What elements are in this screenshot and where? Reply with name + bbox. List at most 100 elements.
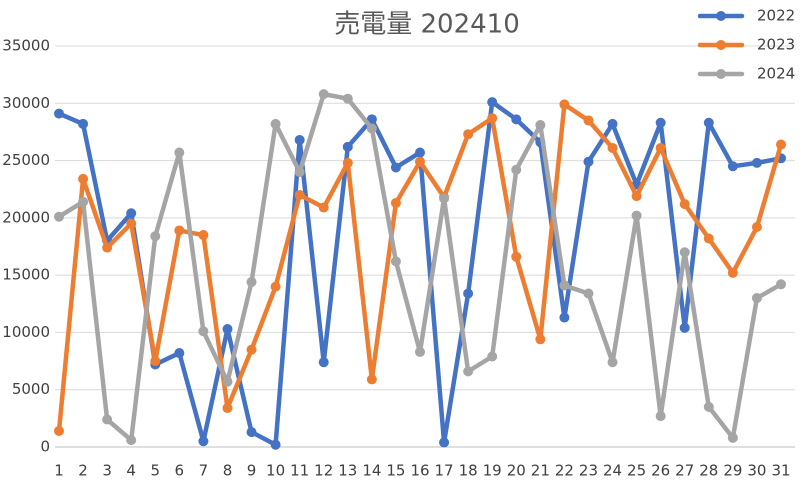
data-point [679,322,690,333]
x-tick-label: 11 [290,462,309,480]
x-tick-label: 1 [54,462,64,480]
y-tick-label: 35000 [2,37,50,55]
x-tick-label: 22 [555,462,574,480]
data-point [511,164,522,175]
data-point [174,225,185,236]
data-point [270,439,281,450]
x-tick-label: 25 [627,462,646,480]
data-point [342,157,353,168]
data-point [487,97,498,108]
y-tick-label: 0 [40,438,50,456]
data-point [559,312,570,323]
data-point [583,288,594,299]
x-tick-label: 18 [459,462,478,480]
legend-label: 2024 [757,65,795,83]
data-point [126,435,137,446]
data-point [439,437,450,448]
data-point [703,233,714,244]
data-point [655,117,666,128]
legend-marker [716,40,726,50]
legend-label: 2022 [757,7,795,25]
data-point [102,414,113,425]
chart-title: 売電量 202410 [334,10,520,40]
x-tick-label: 10 [266,462,285,480]
data-point [463,366,474,377]
data-point [415,147,425,158]
data-point [607,118,618,129]
data-point [655,142,666,153]
x-tick-label: 20 [507,462,526,480]
x-tick-label: 4 [126,462,136,480]
data-point [727,267,738,278]
x-tick-label: 23 [579,462,598,480]
data-point [703,401,714,412]
data-point [751,157,762,168]
data-point [78,196,89,207]
x-tick-label: 26 [651,462,670,480]
x-tick-label: 17 [435,462,454,480]
data-point [198,230,209,241]
data-point [198,326,209,337]
data-point [776,279,786,290]
x-tick-label: 19 [483,462,502,480]
data-point [415,346,425,357]
series-line [56,91,784,443]
data-point [631,191,642,202]
x-tick-label: 24 [603,462,622,480]
data-point [463,288,474,299]
data-point [246,427,257,438]
x-tick-label: 5 [150,462,160,480]
data-point [511,251,522,262]
x-tick-label: 2 [78,462,88,480]
x-tick-label: 13 [338,462,357,480]
data-point [727,161,738,172]
data-point [390,256,401,267]
x-tick-label: 9 [247,462,257,480]
data-point [318,202,329,213]
data-point [222,403,233,414]
x-tick-label: 27 [675,462,694,480]
data-point [607,142,618,153]
data-point [703,117,714,128]
x-tick-label: 14 [362,462,381,480]
y-tick-label: 25000 [2,151,50,169]
data-point [366,123,377,134]
data-point [342,93,353,104]
data-point [655,411,666,422]
y-tick-label: 10000 [2,323,50,341]
data-point [150,231,161,242]
data-point [150,356,161,367]
data-point [246,344,257,355]
data-point [126,218,137,229]
y-tick-label: 15000 [2,266,50,284]
data-point [342,141,353,152]
data-point [390,197,401,208]
data-point [727,432,738,443]
y-tick-label: 30000 [2,94,50,112]
data-point [198,436,209,447]
x-tick-label: 3 [102,462,112,480]
x-tick-label: 7 [199,462,209,480]
data-point [294,189,305,200]
data-point [222,323,233,334]
data-point [390,162,401,173]
y-tick-label: 20000 [2,208,50,226]
data-point [751,222,762,233]
data-point [415,156,425,167]
data-point [318,357,329,368]
data-point [631,210,642,221]
data-point [511,114,522,125]
data-point [463,129,474,140]
data-point [751,293,762,304]
x-tick-label: 16 [410,462,429,480]
x-tick-label: 15 [386,462,405,480]
legend-marker [716,69,726,79]
data-point [174,147,185,158]
data-point [270,118,281,129]
data-point [535,120,546,131]
data-point [679,247,690,258]
data-point [78,173,89,184]
data-point [439,193,450,204]
data-point [294,167,305,178]
legend-marker [716,11,726,21]
